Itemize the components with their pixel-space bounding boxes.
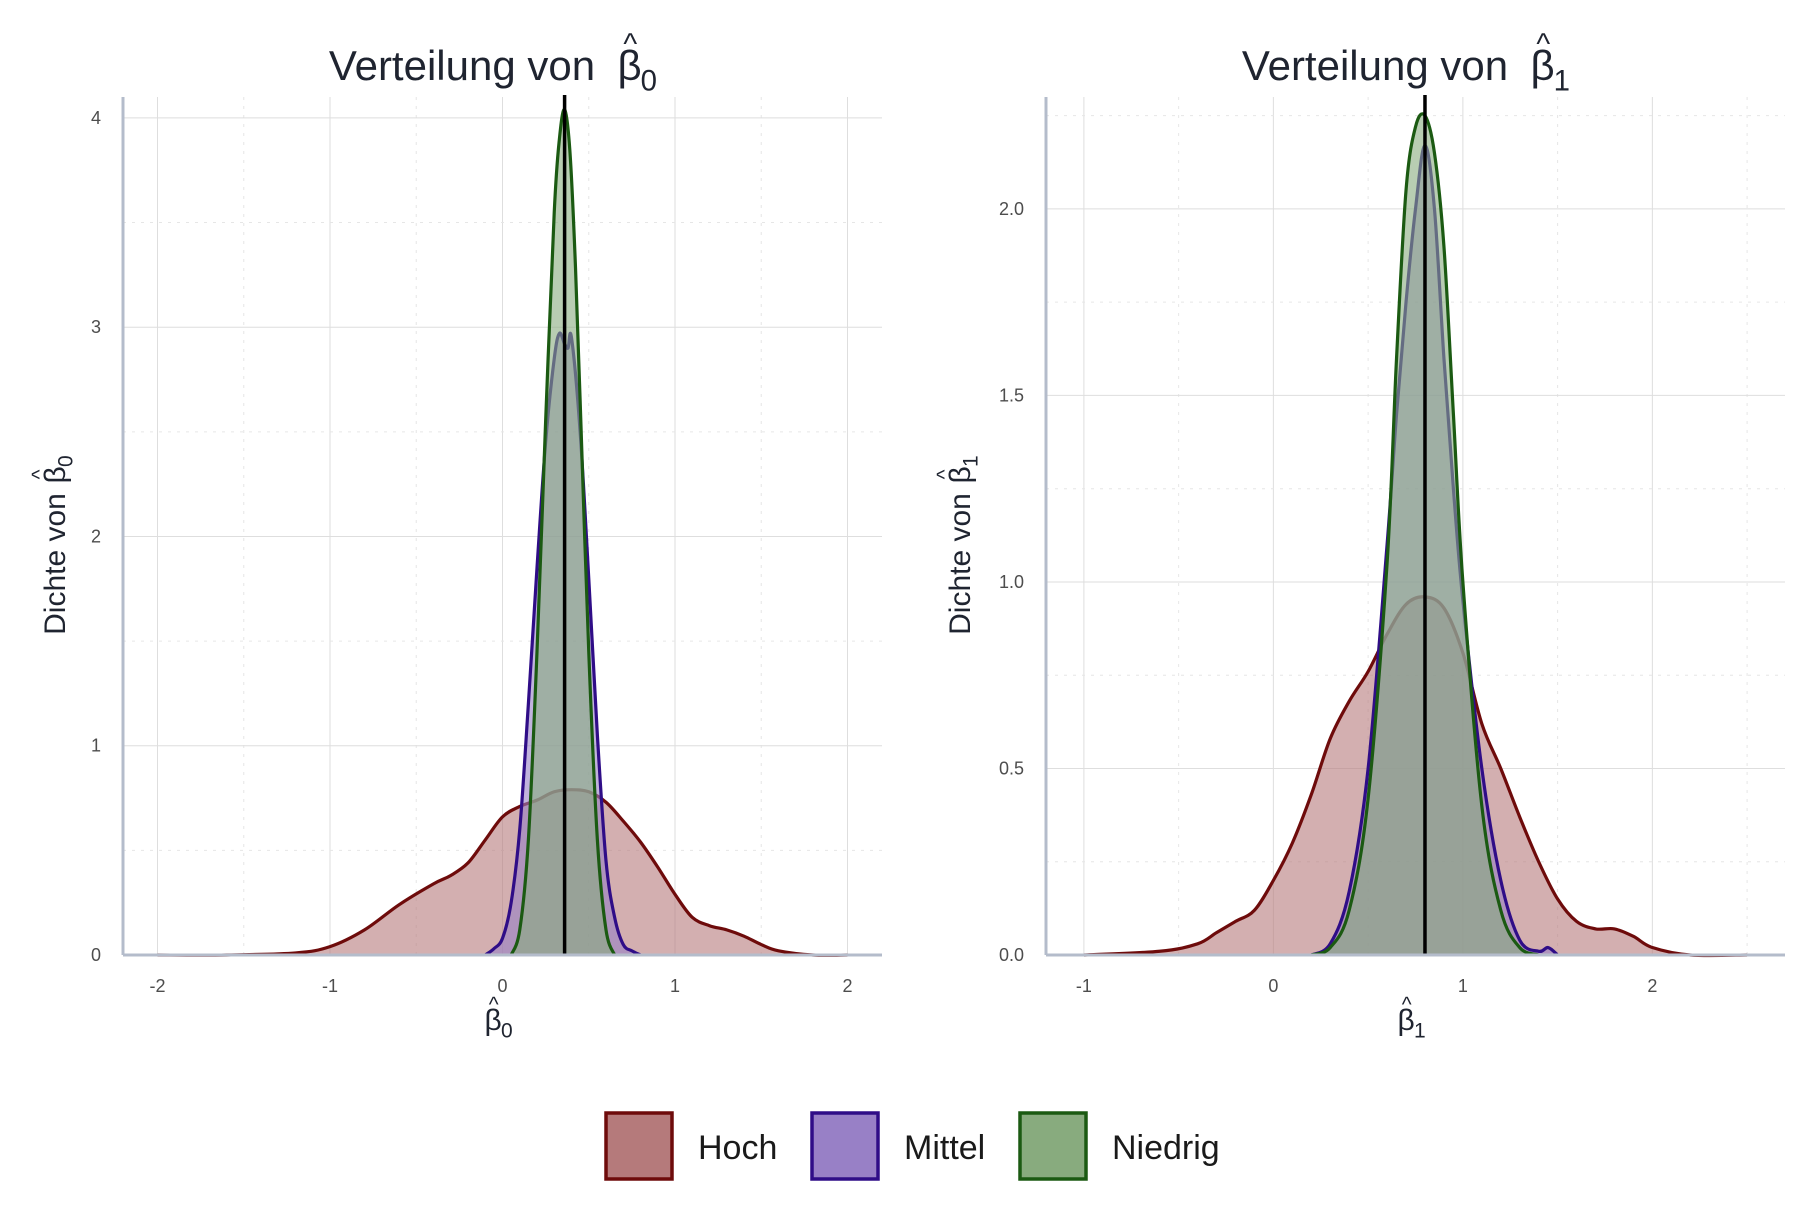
x-tick-label: 2: [1647, 976, 1657, 996]
legend-label: Niedrig: [1112, 1129, 1220, 1167]
svg-text:β: β: [1398, 1004, 1415, 1037]
x-axis-title: β^0: [485, 993, 513, 1042]
x-tick-label: 2: [842, 976, 852, 996]
svg-text:^: ^: [28, 469, 51, 479]
x-axis-symbol: β^0: [485, 993, 513, 1042]
svg-text:1: 1: [1554, 65, 1570, 98]
chart-title: Verteilung von β^1: [1242, 28, 1570, 98]
legend-key: [810, 1111, 880, 1181]
svg-text:Dichte von: Dichte von: [39, 493, 72, 635]
legend-item-niedrig: Niedrig: [1018, 1111, 1220, 1181]
svg-text:0: 0: [55, 455, 78, 467]
x-tick-label: -1: [1076, 976, 1092, 996]
svg-text:1: 1: [960, 455, 983, 467]
x-tick-label: -2: [149, 976, 165, 996]
svg-text:Verteilung von: Verteilung von: [329, 42, 595, 89]
density-fill-hoch: [157, 789, 848, 956]
x-tick-label: 0: [497, 976, 507, 996]
x-tick-label: 1: [1458, 976, 1468, 996]
svg-text:^: ^: [1536, 28, 1550, 61]
y-tick-label: 4: [91, 108, 101, 128]
y-tick-label: 1.5: [999, 385, 1024, 405]
title-symbol: β^1: [1531, 28, 1570, 98]
svg-text:β: β: [39, 466, 72, 483]
svg-text:β: β: [1531, 42, 1555, 89]
legend-item-hoch: Hoch: [604, 1111, 777, 1181]
svg-text:β: β: [944, 466, 977, 483]
svg-text:1: 1: [1414, 1020, 1426, 1043]
legend-label: Mittel: [904, 1129, 985, 1167]
svg-text:0: 0: [641, 65, 657, 98]
svg-text:β: β: [485, 1004, 502, 1037]
x-axis-title: β^1: [1398, 993, 1426, 1042]
y-tick-label: 0: [91, 945, 101, 965]
svg-text:^: ^: [489, 993, 499, 1016]
y-axis-title: Dichte von β^ 1: [933, 455, 982, 635]
density-areas: [1083, 112, 1748, 958]
svg-text:^: ^: [933, 469, 956, 479]
legend-item-mittel: Mittel: [810, 1111, 985, 1181]
y-tick-label: 2: [91, 526, 101, 546]
y-axis-title: Dichte von β^ 0: [28, 455, 77, 635]
y-tick-label: 1.0: [999, 572, 1024, 592]
y-tick-label: 0.0: [999, 945, 1024, 965]
svg-text:Dichte von: Dichte von: [944, 493, 977, 635]
title-symbol: β^0: [618, 28, 657, 98]
x-tick-label: -1: [322, 976, 338, 996]
y-tick-label: 1: [91, 736, 101, 756]
y-axis-symbol: β^ 1: [933, 455, 982, 483]
svg-text:β: β: [618, 42, 642, 89]
svg-text:Verteilung von: Verteilung von: [1242, 42, 1508, 89]
y-axis-symbol: β^ 0: [28, 455, 77, 483]
y-tick-label: 3: [91, 317, 101, 337]
x-tick-label: 1: [670, 976, 680, 996]
y-tick-label: 0.5: [999, 758, 1024, 778]
legend: Hoch Mittel Niedrig: [604, 1111, 1220, 1181]
y-tick-label: 2.0: [999, 199, 1024, 219]
legend-label: Hoch: [698, 1129, 777, 1167]
svg-text:^: ^: [1402, 993, 1412, 1016]
legend-key: [604, 1111, 674, 1181]
chart-title: Verteilung von β^0: [329, 28, 657, 98]
legend-key: [1018, 1111, 1088, 1181]
svg-text:0: 0: [501, 1020, 513, 1043]
x-tick-label: 0: [1268, 976, 1278, 996]
svg-text:^: ^: [623, 28, 637, 61]
x-axis-symbol: β^1: [1398, 993, 1426, 1042]
